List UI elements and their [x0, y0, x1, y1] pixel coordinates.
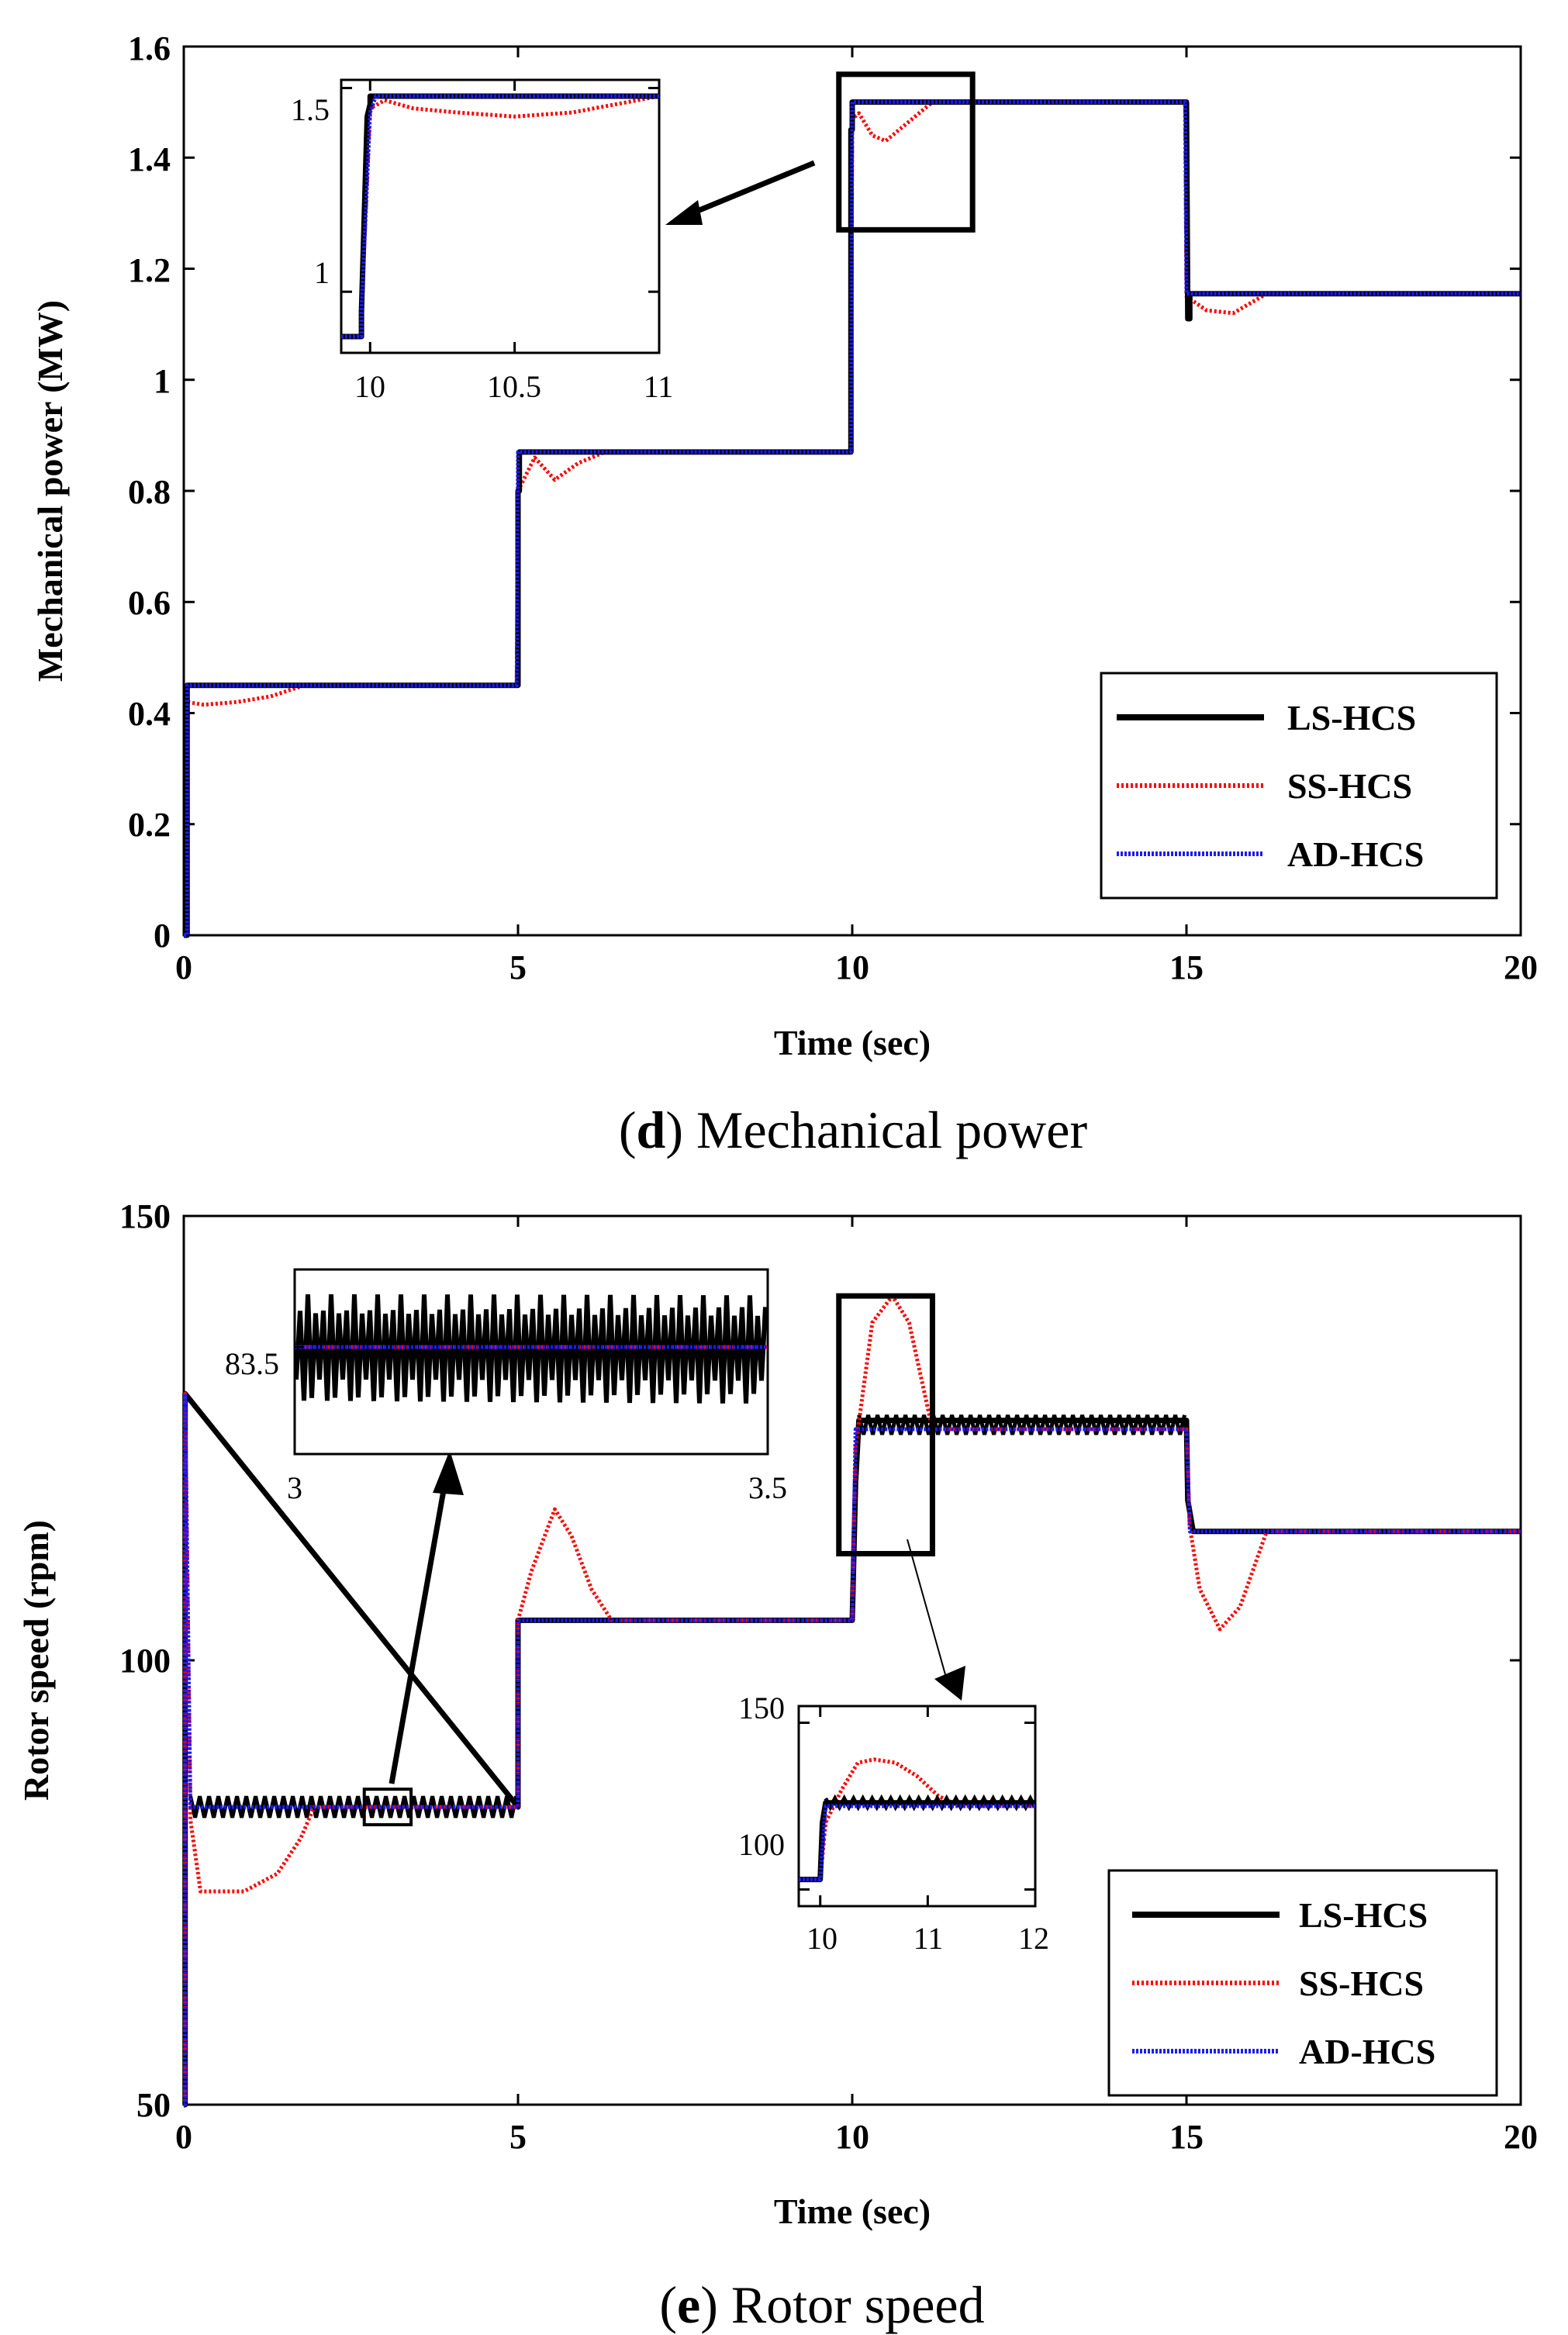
panel-e-zoom-box-b	[836, 1293, 935, 1556]
panel-d-inset-line-sshcs	[341, 94, 660, 339]
panel-e-line-adhcs	[183, 1391, 1521, 2107]
panel-e-inset-b-xtick-2: 12	[1018, 1921, 1049, 1956]
panel-d-ytick-5: 1	[154, 362, 171, 400]
panel-d-y-axis-title: Mechanical power (MW)	[30, 300, 70, 682]
panel-e-y-axis-title: Rotor speed (rpm)	[16, 1520, 56, 1801]
panel-d-caption-paren-close: )	[665, 1100, 696, 1159]
panel-d-inset-ytick-1: 1.5	[291, 92, 330, 127]
panel-d-line-adhcs	[184, 100, 1521, 938]
panel-d-legend-label-ss: SS-HCS	[1287, 766, 1412, 806]
panel-e-legend-label-ls: LS-HCS	[1299, 1895, 1428, 1935]
panel-e-zoom-arrow-a	[389, 1477, 449, 1784]
panel-e-inset-b-ytick-0: 100	[738, 1827, 785, 1862]
panel-d-inset-xtick-0: 10	[354, 369, 385, 404]
panel-d-legend-label-ls: LS-HCS	[1287, 698, 1416, 737]
panel-d-legend-frame	[1100, 672, 1498, 900]
panel-e-ytick-2: 150	[119, 1197, 171, 1235]
panel-e-line-lshcs-ripple-0	[188, 1795, 519, 1819]
panel-e-legend-frame	[1107, 1869, 1498, 2097]
panel-d-xtick-2: 10	[835, 948, 869, 986]
panel-e-zoom-arrow-b	[907, 1539, 948, 1684]
panel-e-zoom-box-a	[362, 1788, 413, 1827]
panel-d-xtick-4: 20	[1504, 948, 1538, 986]
panel-e-rotor-speed: 83.5 3 3.5 100 150 10 11 12 0 5 10 15 20…	[16, 1197, 1538, 2334]
panel-d-xtick-0: 0	[175, 948, 192, 986]
panel-d-ticks	[182, 45, 1522, 937]
panel-e-line-sshcs	[183, 1294, 1521, 2107]
panel-e-xtick-1: 5	[509, 2118, 527, 2156]
panel-d-inset: 1 1.5 10 10.5 11	[291, 78, 674, 404]
panel-d-legend-label-ad: AD-HCS	[1287, 834, 1424, 874]
panel-d-ytick-1: 0.2	[128, 806, 171, 844]
panel-e-line-lshcs-ripple-1	[857, 1414, 1187, 1435]
panel-e-ytick-1: 100	[119, 1642, 171, 1680]
panel-e-caption-paren-close: )	[700, 2275, 731, 2334]
panel-e-legend-label-ad: AD-HCS	[1299, 2032, 1435, 2071]
panel-d-zoom-arrowhead	[665, 200, 703, 225]
panel-e-series	[182, 1294, 1521, 2108]
panel-e-caption: (e) Rotor speed	[659, 2275, 984, 2334]
panel-e-xtick-2: 10	[835, 2118, 869, 2156]
panel-d-ytick-6: 1.2	[128, 251, 171, 289]
panel-e-inset-a-ytick-0: 83.5	[225, 1346, 279, 1381]
panel-e-zoom-arrowhead-a	[433, 1450, 464, 1495]
panel-e-inset-b-xtick-0: 10	[806, 1921, 838, 1956]
panel-d-ytick-7: 1.4	[128, 140, 171, 178]
panel-e-legend-label-ss: SS-HCS	[1299, 1964, 1424, 2003]
panel-d-ytick-2: 0.4	[128, 695, 171, 733]
panel-d-inset-line-adhcs	[341, 94, 659, 339]
panel-d-mechanical-power: 1 1.5 10 10.5 11 0 5 10 15 20 0 0.2 0.4 …	[30, 29, 1538, 1159]
panel-d-inset-ytick-0: 1	[314, 255, 330, 290]
panel-e-inset-a-line-lshcs	[294, 1294, 768, 1404]
panel-e-inset-b-line-lshcs-ripple-0	[824, 1794, 1037, 1812]
panel-e-zoom-arrowhead-b	[934, 1666, 965, 1701]
panel-e-inset-b-line-lshcs	[799, 1800, 1035, 1883]
panel-e-x-axis-title: Time (sec)	[774, 2192, 931, 2231]
panel-e-inset-b-series	[799, 1706, 1037, 1906]
panel-d-inset-xtick-2: 11	[644, 369, 674, 404]
panel-e-caption-paren-open: (	[659, 2275, 677, 2334]
panel-e-inset-a: 83.5 3 3.5	[225, 1268, 787, 1505]
panel-d-inset-series	[341, 80, 661, 353]
panel-d-legend: LS-HCS SS-HCS AD-HCS	[1100, 672, 1498, 900]
panel-e-inset-a-series	[293, 1294, 769, 1454]
panel-d-inset-xtick-1: 10.5	[487, 369, 541, 404]
panel-d-caption-paren-open: (	[619, 1100, 637, 1159]
panel-d-ytick-0: 0	[154, 917, 171, 955]
panel-d-xtick-3: 15	[1169, 948, 1204, 986]
panel-e-xtick-3: 15	[1169, 2118, 1204, 2156]
panel-e-legend: LS-HCS SS-HCS AD-HCS	[1107, 1869, 1498, 2097]
panel-d-ytick-3: 0.6	[128, 584, 171, 622]
panel-e-inset-b-line-adhcs	[799, 1804, 1035, 1882]
panel-e-inset-b-ytick-1: 150	[738, 1691, 785, 1725]
panel-d-inset-frame	[340, 78, 661, 354]
panel-d-ytick-4: 0.8	[128, 473, 171, 511]
panel-e-xtick-0: 0	[175, 2118, 192, 2156]
panel-d-zoom-box	[836, 71, 976, 233]
panel-e-ytick-0: 50	[136, 2086, 171, 2124]
panel-d-x-axis-title: Time (sec)	[774, 1023, 931, 1062]
panel-e-caption-letter: e	[677, 2275, 700, 2334]
panel-d-caption-letter: d	[637, 1100, 666, 1159]
panel-e-inset-b: 100 150 10 11 12	[738, 1691, 1049, 1956]
panel-e-inset-a-xtick-0: 3	[287, 1470, 302, 1505]
panel-d-ytick-8: 1.6	[128, 29, 171, 67]
panel-d-caption: (d) Mechanical power	[619, 1100, 1088, 1159]
panel-d-series	[184, 99, 1521, 938]
panel-e-inset-b-xtick-1: 11	[914, 1921, 944, 1956]
panel-e-xtick-4: 20	[1504, 2118, 1538, 2156]
panel-d-xtick-1: 5	[509, 948, 527, 986]
panel-d-zoom-arrow	[681, 160, 816, 220]
panel-d-caption-text: Mechanical power	[696, 1100, 1087, 1159]
panel-e-caption-text: Rotor speed	[731, 2275, 985, 2334]
panel-e-inset-a-xtick-1: 3.5	[748, 1470, 787, 1505]
